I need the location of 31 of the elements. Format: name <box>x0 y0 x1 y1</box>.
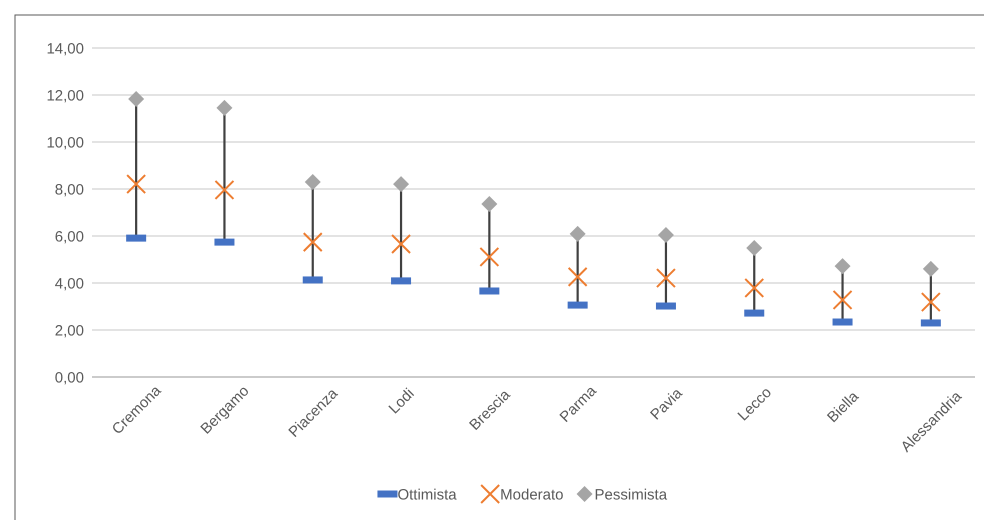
point <box>481 196 498 212</box>
point <box>834 258 851 274</box>
point <box>126 174 146 194</box>
point <box>656 268 676 288</box>
point <box>479 246 500 267</box>
legend-label: Moderato <box>500 486 564 504</box>
point <box>304 174 321 190</box>
y-tick-label: 0,00 <box>54 369 84 386</box>
point <box>128 90 144 107</box>
point <box>570 226 586 242</box>
point <box>832 290 853 310</box>
point <box>216 100 232 116</box>
point <box>568 266 588 287</box>
y-tick-label: 2,00 <box>54 322 84 340</box>
y-tick-label: 8,00 <box>54 181 84 198</box>
legend-label: Pessimista <box>594 486 668 504</box>
y-tick-label: 6,00 <box>54 228 84 246</box>
point <box>302 232 323 252</box>
point <box>658 227 674 244</box>
point <box>746 240 762 256</box>
y-tick-label: 12,00 <box>46 87 84 104</box>
point <box>920 292 941 312</box>
point <box>391 234 412 254</box>
y-tick-label: 14,00 <box>46 40 84 58</box>
point <box>744 278 764 298</box>
y-tick-label: 10,00 <box>46 134 84 152</box>
point <box>393 176 410 192</box>
y-tick-label: 4,00 <box>54 275 84 292</box>
point <box>214 180 234 200</box>
point <box>922 260 939 277</box>
legend-label: Ottimista <box>397 486 458 504</box>
